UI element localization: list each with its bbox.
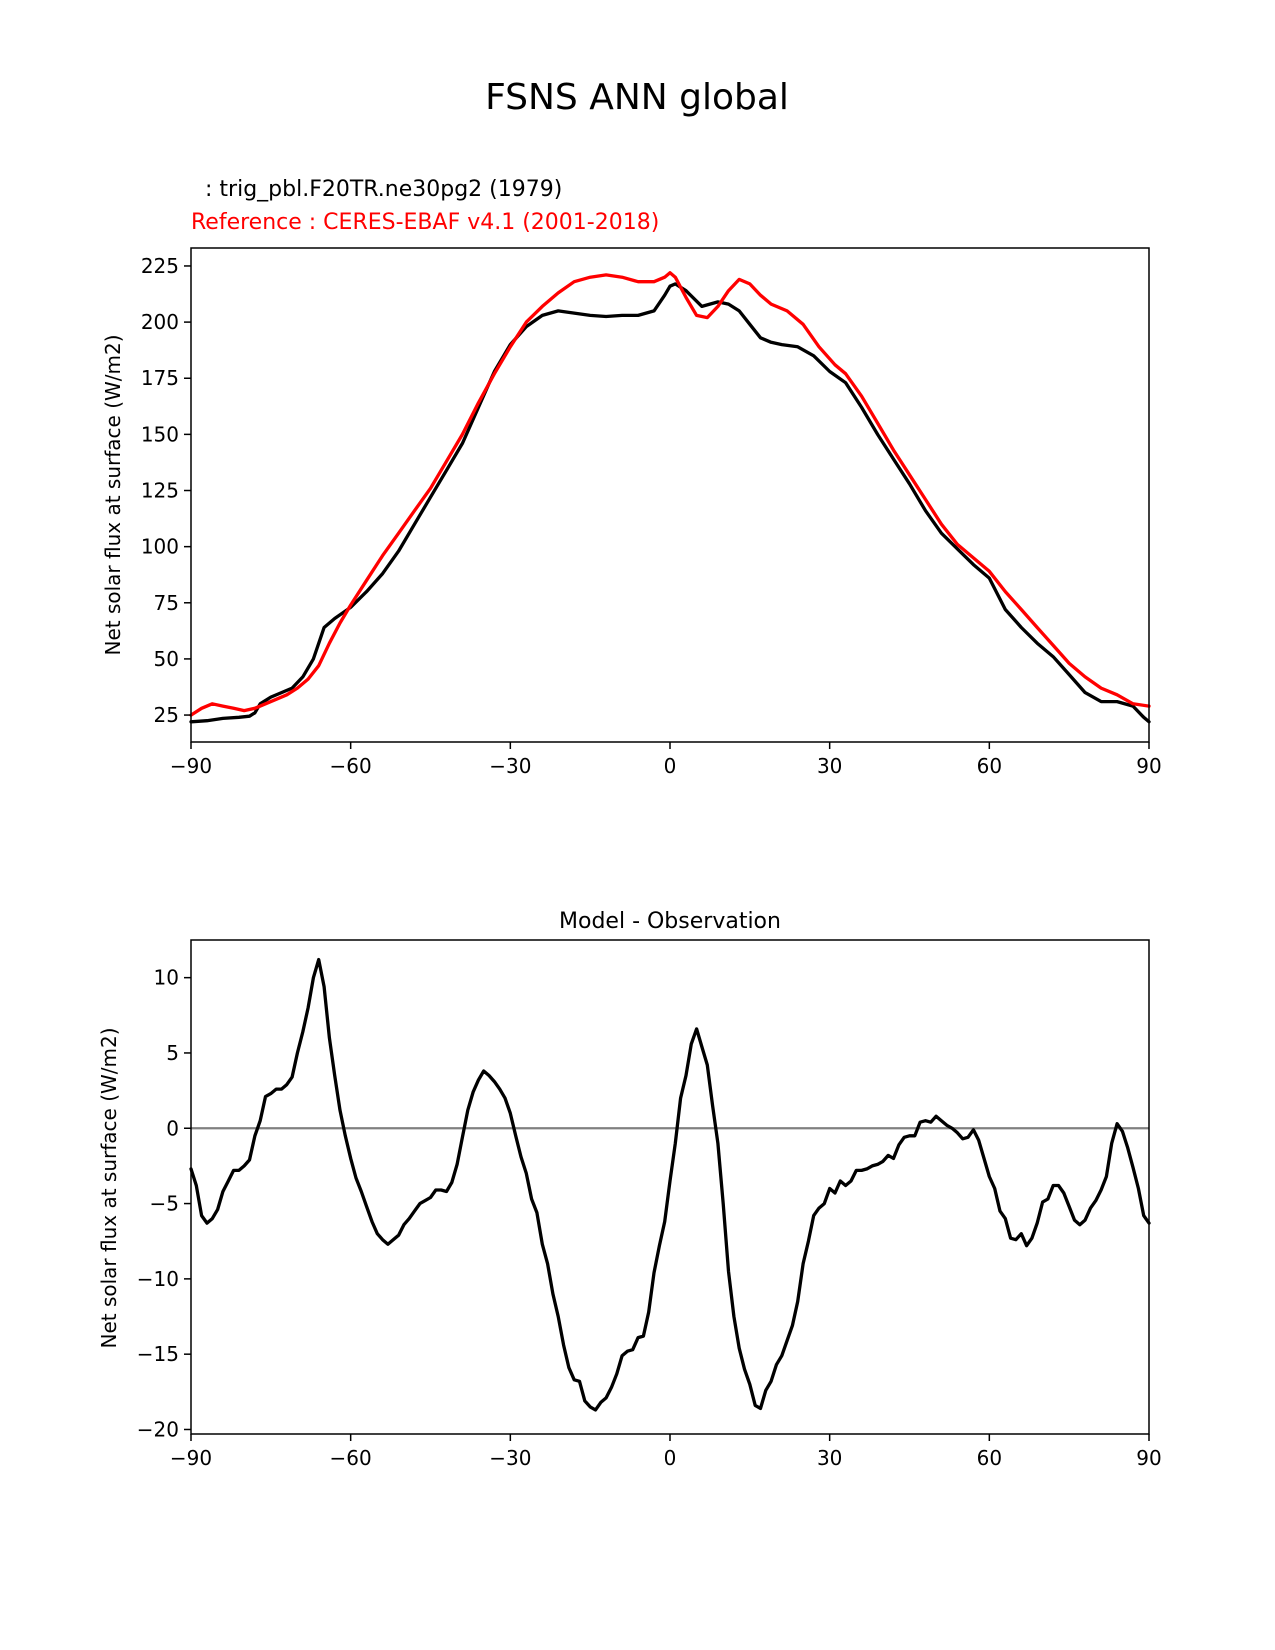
- bottom-y-tick-label: −5: [150, 1192, 179, 1216]
- bottom-y-tick-label: 5: [166, 1041, 179, 1065]
- top-series-line-1: [189, 271, 1151, 717]
- top-y-tick-label: 175: [141, 366, 179, 390]
- bottom-y-tick-label: 10: [154, 966, 179, 990]
- bottom-y-tick-label: −10: [137, 1267, 179, 1291]
- top-y-tick-label: 75: [154, 591, 179, 615]
- bottom-x-tick-label: −60: [330, 1446, 372, 1470]
- top-y-tick-label: 200: [141, 310, 179, 334]
- reference-label: Reference : CERES-EBAF v4.1 (2001-2018): [191, 210, 659, 235]
- top-y-tick-label: 25: [154, 703, 179, 727]
- bottom-x-tick-label: −90: [170, 1446, 212, 1470]
- top-x-tick-label: −60: [330, 754, 372, 778]
- top-x-tick-label: 30: [817, 754, 842, 778]
- figure-title: FSNS ANN global: [485, 77, 789, 118]
- top-y-tick-label: 50: [154, 647, 179, 671]
- difference-title: Model - Observation: [559, 909, 781, 934]
- difference-line-chart: Model - Observation Net solar flux at su…: [97, 909, 1162, 1470]
- bottom-y-tick-label: 0: [166, 1116, 179, 1140]
- bottom-x-tick-label: 60: [977, 1446, 1002, 1470]
- bottom-x-tick-label: 90: [1136, 1446, 1161, 1470]
- bottom-y-tick-label: −20: [137, 1417, 179, 1441]
- bottom-series-line-0: [189, 957, 1151, 1412]
- bottom-x-tick-label: 0: [664, 1446, 677, 1470]
- bottom-y-tick-label: −15: [137, 1342, 179, 1366]
- top-x-tick-label: 90: [1136, 754, 1161, 778]
- top-x-tick-label: 0: [664, 754, 677, 778]
- top-y-tick-label: 100: [141, 535, 179, 559]
- top-x-tick-label: −90: [170, 754, 212, 778]
- top-line-chart: : trig_pbl.F20TR.ne30pg2 (1979) Referenc…: [101, 177, 1162, 778]
- top-x-tick-label: 60: [977, 754, 1002, 778]
- top-y-tick-label: 125: [141, 479, 179, 503]
- top-y-axis-label: Net solar flux at surface (W/m2): [101, 334, 125, 655]
- top-series-line-0: [189, 282, 1151, 724]
- top-plot-frame: [190, 247, 1150, 743]
- top-y-tick-label: 150: [141, 422, 179, 446]
- bottom-x-tick-label: 30: [817, 1446, 842, 1470]
- top-x-tick-label: −30: [489, 754, 531, 778]
- bottom-x-tick-label: −30: [489, 1446, 531, 1470]
- bottom-y-axis-label: Net solar flux at surface (W/m2): [97, 1027, 121, 1348]
- top-y-tick-label: 225: [141, 254, 179, 278]
- test-label: : trig_pbl.F20TR.ne30pg2 (1979): [205, 177, 562, 202]
